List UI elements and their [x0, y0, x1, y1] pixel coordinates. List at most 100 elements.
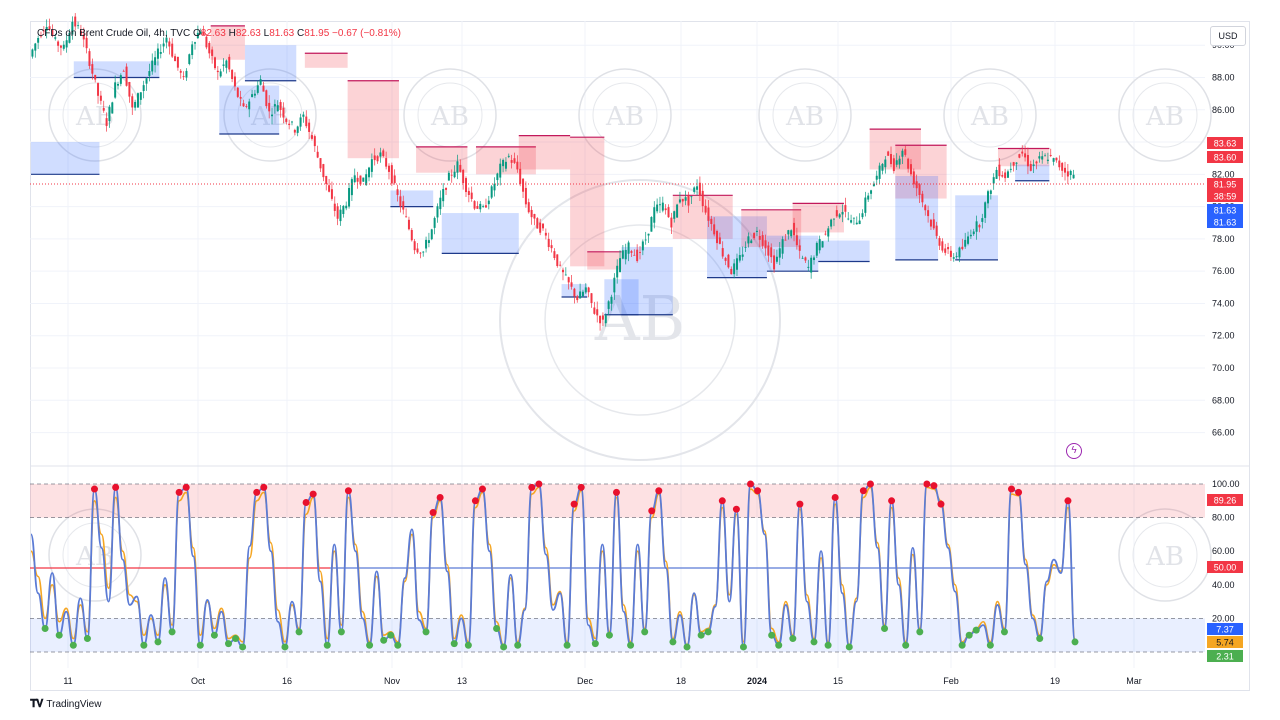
high-label: H — [228, 28, 236, 39]
supply-zone — [895, 145, 947, 199]
candle-body — [972, 231, 975, 235]
candle-body — [570, 282, 573, 287]
brand-label: TradingView — [46, 699, 102, 710]
candle-body — [770, 247, 773, 258]
candle-body — [1018, 154, 1021, 158]
watermark-seal-text: AB — [1145, 102, 1184, 132]
candle-body — [65, 40, 68, 48]
close-value: 81.95 — [304, 28, 330, 39]
candle-body — [470, 192, 473, 199]
candle-body — [442, 188, 445, 202]
candle-body — [430, 229, 433, 240]
oversold-signal-dot — [739, 643, 747, 651]
symbol-legend[interactable]: CFDs on Brent Crude Oil, 4h, TVC O82.63 … — [37, 28, 401, 39]
candle-body — [775, 256, 778, 262]
candle-body — [425, 239, 428, 249]
overbought-signal-dot — [1064, 497, 1072, 505]
price-axis[interactable]: 90.0088.0086.0084.0082.0080.0078.0076.00… — [1212, 40, 1240, 623]
candle-body — [855, 222, 858, 225]
candle-body — [154, 57, 157, 66]
candle-body — [445, 187, 448, 190]
candle-body — [676, 204, 679, 218]
candle-body — [168, 41, 171, 47]
candle-body — [898, 158, 901, 165]
candle-body — [596, 309, 599, 316]
candle-body — [793, 222, 796, 236]
candle-body — [185, 70, 188, 78]
oversold-signal-dot — [337, 628, 345, 636]
osc-tick-label: 40.00 — [1212, 580, 1235, 590]
overbought-signal-dot — [535, 480, 543, 488]
candle-body — [633, 254, 636, 256]
symbol-name[interactable]: CFDs on Brent Crude Oil, 4h, TVC — [37, 28, 191, 39]
oversold-signal-dot — [986, 641, 994, 649]
oversold-signal-dot — [641, 628, 649, 636]
watermark-seal-inner — [62, 522, 128, 588]
demand-zone — [1015, 164, 1050, 181]
candle-body — [1032, 164, 1035, 166]
lightning-icon[interactable]: ϟ — [1066, 443, 1082, 459]
candle-body — [1055, 157, 1058, 161]
open-label: O — [192, 28, 201, 39]
tradingview-brand[interactable]: 𝐓𝐕 TradingView — [30, 698, 101, 711]
candle-body — [251, 94, 254, 98]
candle-body — [382, 150, 385, 156]
price-badge-label: 81.63 — [1214, 218, 1237, 228]
candle-body — [1004, 172, 1007, 179]
candle-body — [964, 239, 967, 247]
candle-body — [539, 222, 542, 233]
candle-body — [490, 186, 493, 198]
candle-body — [54, 37, 57, 39]
overbought-signal-dot — [923, 480, 931, 488]
price-tick-label: 82.00 — [1212, 169, 1235, 179]
oversold-signal-dot — [697, 631, 705, 639]
oversold-signal-dot — [225, 640, 233, 648]
candle-body — [125, 66, 128, 86]
overbought-signal-dot — [478, 485, 486, 493]
candle-body — [325, 175, 328, 185]
candle-body — [878, 165, 881, 179]
candle-body — [975, 221, 978, 232]
candle-body — [176, 56, 179, 68]
candle-body — [350, 179, 353, 196]
candle-body — [929, 219, 932, 227]
candle-body — [949, 250, 952, 257]
candle-body — [901, 150, 904, 157]
candle-body — [171, 43, 174, 57]
candle-body — [45, 26, 48, 31]
candle-body — [1072, 174, 1075, 179]
candle-body — [385, 158, 388, 167]
candle-body — [698, 182, 701, 196]
watermark-seal-text: AB — [785, 102, 824, 132]
candle-body — [938, 238, 941, 246]
oversold-signal-dot — [704, 628, 712, 636]
watermark-seal-inner — [1132, 522, 1198, 588]
candle-body — [844, 205, 847, 212]
candle-body — [362, 177, 365, 182]
candle-body — [553, 251, 556, 259]
candle-body — [356, 177, 359, 182]
candle-body — [813, 257, 815, 261]
candle-body — [673, 211, 676, 219]
candle-body — [504, 161, 507, 169]
candle-body — [641, 241, 644, 251]
price-tick-label: 68.00 — [1212, 395, 1235, 405]
candle-body — [359, 175, 362, 185]
oversold-signal-dot — [563, 641, 571, 649]
close-label: C — [297, 28, 305, 39]
candle-body — [216, 70, 219, 73]
oversold-signal-dot — [55, 631, 63, 639]
candle-body — [818, 239, 821, 251]
price-badge-label: 81.63 — [1214, 206, 1237, 216]
candle-body — [681, 198, 684, 202]
time-tick-label: 18 — [676, 676, 686, 686]
overbought-signal-dot — [612, 488, 620, 496]
time-axis[interactable]: 11 Oct 16 Nov 13 Dec 18 2024 15 Feb 19 Mar — [63, 676, 1141, 686]
candle-body — [456, 161, 459, 173]
currency-selector[interactable]: USD — [1210, 26, 1246, 46]
oversold-signal-dot — [1000, 628, 1008, 636]
oversold-signal-dot — [789, 635, 797, 643]
candle-body — [870, 190, 873, 194]
osc-badge-label: 5.74 — [1216, 638, 1234, 648]
